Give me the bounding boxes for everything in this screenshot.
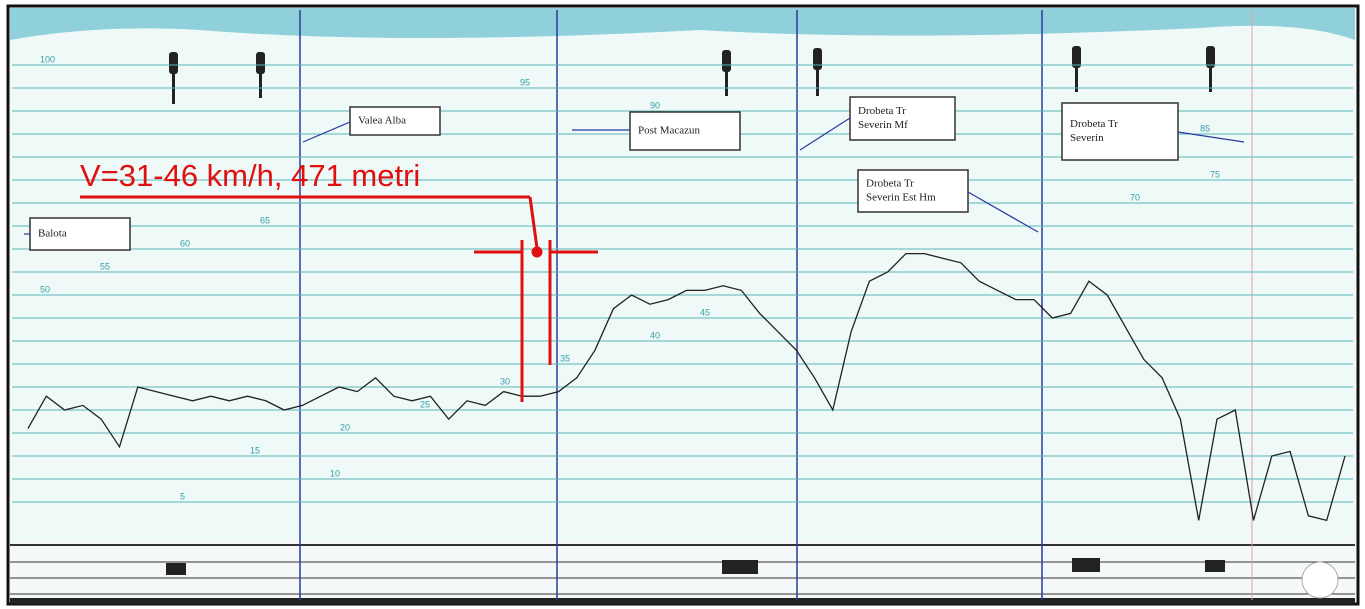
- station-box: Post Macazun: [629, 111, 741, 151]
- y-tick-label: 50: [40, 284, 50, 294]
- y-tick-label: 35: [560, 353, 570, 363]
- station-box: Valea Alba: [349, 106, 441, 136]
- station-frame: [857, 169, 969, 213]
- station-label: Severin: [1070, 132, 1104, 144]
- y-tick-label: 90: [650, 100, 660, 110]
- station-box: Drobeta Tr Severin Est Hm: [857, 169, 969, 213]
- arrows: [24, 117, 1245, 235]
- station-label: Valea Alba: [358, 115, 406, 127]
- y-tick-label: 65: [260, 215, 270, 225]
- station-frame: [629, 111, 741, 151]
- station-frame: [349, 106, 441, 136]
- annotation: V=31-46 km/h, 471 metri: [80, 158, 420, 193]
- y-tick-label: 55: [100, 261, 110, 271]
- station-box: Drobeta Tr Severin Mf: [849, 96, 956, 141]
- y-tick-label: 60: [180, 238, 190, 248]
- station-frame: [1061, 102, 1179, 161]
- top-band: [10, 8, 1355, 40]
- station-frame: [29, 217, 131, 251]
- y-tick-label: 70: [1130, 192, 1140, 202]
- y-tick-label: 25: [420, 399, 430, 409]
- y-tick-label: 100: [40, 54, 55, 64]
- track-area: [10, 540, 1355, 604]
- station-label: Post Macazun: [638, 125, 701, 137]
- station-label: Drobeta Tr: [866, 178, 914, 190]
- speed-line: [27, 252, 1346, 522]
- station-label: Severin Est Hm: [866, 192, 936, 204]
- y-tick-label: 45: [700, 307, 710, 317]
- measure-marks: [80, 195, 598, 402]
- station-frame: [849, 96, 956, 141]
- y-tick-label: 5: [180, 491, 185, 501]
- y-tick-label: 10: [330, 468, 340, 478]
- y-tick-label: 20: [340, 422, 350, 432]
- y-tick-label: 30: [500, 376, 510, 386]
- y-tick-label: 40: [650, 330, 660, 340]
- station-label: Balota: [38, 228, 67, 240]
- station-box: Balota: [29, 217, 131, 251]
- station-label: Drobeta Tr: [858, 105, 906, 117]
- y-tick-label: 85: [1200, 123, 1210, 133]
- station-label: Severin Mf: [858, 119, 908, 131]
- y-tick-label: 15: [250, 445, 260, 455]
- frame: [6, 4, 1360, 606]
- y-tick-label: 75: [1210, 169, 1220, 179]
- station-label: Drobeta Tr: [1070, 118, 1118, 130]
- y-tick-label: 95: [520, 77, 530, 87]
- station-box: Drobeta Tr Severin: [1061, 102, 1179, 161]
